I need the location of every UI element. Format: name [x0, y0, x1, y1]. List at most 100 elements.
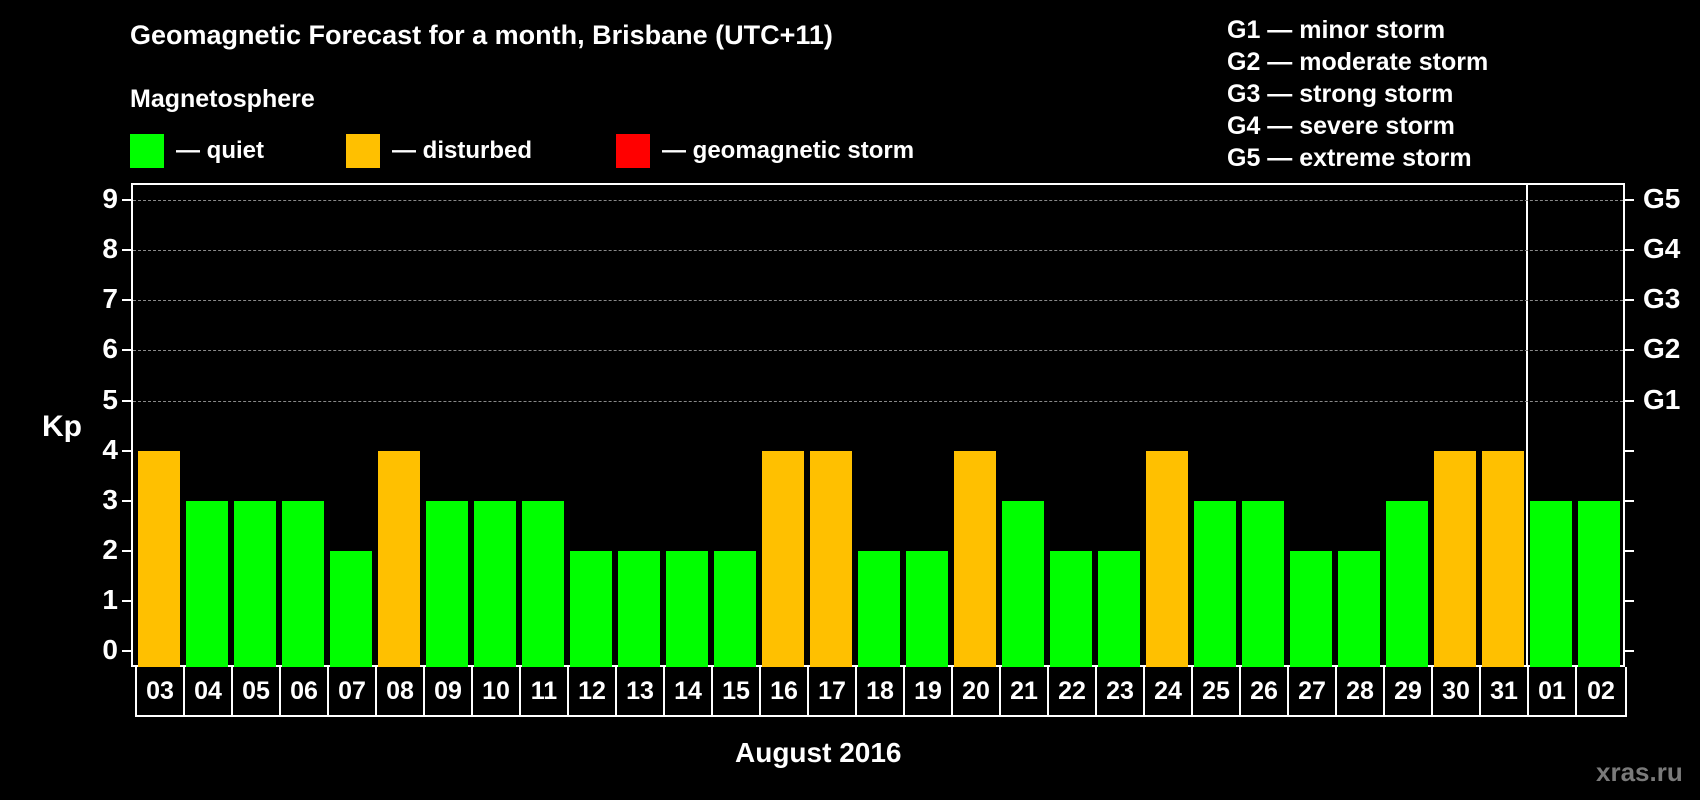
date-label: 09 [425, 667, 473, 715]
y-tick-label: 8 [102, 233, 118, 265]
bar-quiet [570, 550, 612, 667]
right-tick [1625, 399, 1634, 402]
x-axis-dates: 03 04 05 06 07 08 09 10 11 12 13 14 15 16 17 18 19 20 21 22… [135, 667, 1627, 717]
g-scale-legend: G1 — minor storm G2 — moderate storm G3 … [1227, 14, 1488, 174]
gridline [133, 300, 1623, 302]
legend-label: — geomagnetic storm [662, 137, 915, 164]
date-label: 07 [329, 667, 377, 715]
date-label: 29 [1385, 667, 1433, 715]
bar-quiet [858, 550, 900, 667]
bar-quiet [426, 500, 468, 667]
bar-disturbed [138, 450, 180, 667]
date-label: 14 [665, 667, 713, 715]
g-level-label: G3 [1643, 283, 1681, 315]
date-label: 08 [377, 667, 425, 715]
bar-disturbed [810, 450, 852, 667]
right-tick [1625, 449, 1634, 452]
bar-quiet [1338, 550, 1380, 667]
date-label: 20 [953, 667, 1001, 715]
bar-quiet [186, 500, 228, 667]
bar-quiet [1002, 500, 1044, 667]
bar-quiet [906, 550, 948, 667]
bar-quiet [330, 550, 372, 667]
right-tick [1625, 349, 1634, 352]
bar-quiet [714, 550, 756, 667]
date-label: 03 [137, 667, 185, 715]
legend-item-disturbed: — disturbed [346, 134, 532, 168]
bar-disturbed [1482, 450, 1524, 667]
y-tick [122, 499, 131, 502]
date-label: 15 [713, 667, 761, 715]
g-scale-item: G1 — minor storm [1227, 16, 1446, 44]
date-label: 19 [905, 667, 953, 715]
y-tick [122, 249, 131, 252]
right-tick [1625, 650, 1634, 652]
right-tick [1625, 249, 1634, 252]
bar-quiet [1098, 550, 1140, 667]
bar-quiet [1386, 500, 1428, 667]
y-tick-label: 5 [102, 383, 118, 415]
date-label: 21 [1001, 667, 1049, 715]
y-tick [122, 599, 131, 602]
legend-label: — disturbed [392, 137, 533, 164]
y-tick [122, 349, 131, 352]
date-label: 23 [1097, 667, 1145, 715]
quiet-swatch [130, 134, 164, 168]
bar-quiet [1290, 550, 1332, 667]
bar-disturbed [762, 450, 804, 667]
date-label: 12 [569, 667, 617, 715]
bar-disturbed [1146, 450, 1188, 667]
y-tick-label: 6 [102, 333, 118, 365]
bar-quiet [1242, 500, 1284, 667]
date-label: 24 [1145, 667, 1193, 715]
date-label: 11 [521, 667, 569, 715]
date-label: 16 [761, 667, 809, 715]
watermark: xras.ru [1596, 757, 1683, 787]
date-label: 06 [281, 667, 329, 715]
right-tick [1625, 299, 1634, 302]
y-tick [122, 399, 131, 402]
right-tick [1625, 549, 1634, 552]
g-level-label: G5 [1643, 183, 1681, 215]
y-tick-label: 2 [102, 533, 118, 565]
bar-quiet [1578, 500, 1620, 667]
g-level-label: G2 [1643, 333, 1681, 365]
legend-label: — quiet [176, 137, 264, 164]
g-scale-item: G4 — severe storm [1227, 112, 1455, 140]
date-label: 26 [1241, 667, 1289, 715]
date-label: 22 [1049, 667, 1097, 715]
legend-title: Magnetosphere [130, 85, 315, 113]
date-label: 17 [809, 667, 857, 715]
y-tick [122, 199, 131, 202]
date-label: 02 [1587, 676, 1615, 705]
date-label: 05 [233, 667, 281, 715]
y-tick-label: 1 [102, 583, 118, 615]
date-label: 10 [473, 667, 521, 715]
x-axis-label: August 2016 [735, 737, 902, 768]
bar-quiet [522, 500, 564, 667]
y-tick-label: 4 [102, 433, 118, 465]
bar-quiet [474, 500, 516, 667]
g-scale-item: G5 — extreme storm [1227, 144, 1472, 172]
gridline [133, 200, 1623, 202]
y-tick [122, 650, 131, 652]
gridline [133, 350, 1623, 352]
y-tick-label: 3 [102, 483, 118, 515]
date-label: 27 [1289, 667, 1337, 715]
g-level-label: G1 [1643, 383, 1681, 415]
date-label: 01 [1529, 667, 1577, 715]
gridline [133, 400, 1623, 402]
y-tick [122, 549, 131, 552]
bar-quiet [1530, 500, 1572, 667]
bar-disturbed [378, 450, 420, 667]
right-tick [1625, 599, 1634, 602]
date-label: 28 [1337, 667, 1385, 715]
y-axis-label: Kp [42, 410, 82, 443]
legend-item-quiet: — quiet [130, 134, 264, 168]
y-tick [122, 449, 131, 452]
bar-quiet [1050, 550, 1092, 667]
g-scale-item: G3 — strong storm [1227, 80, 1454, 108]
bar-quiet [1194, 500, 1236, 667]
bar-quiet [666, 550, 708, 667]
date-label: 18 [857, 667, 905, 715]
